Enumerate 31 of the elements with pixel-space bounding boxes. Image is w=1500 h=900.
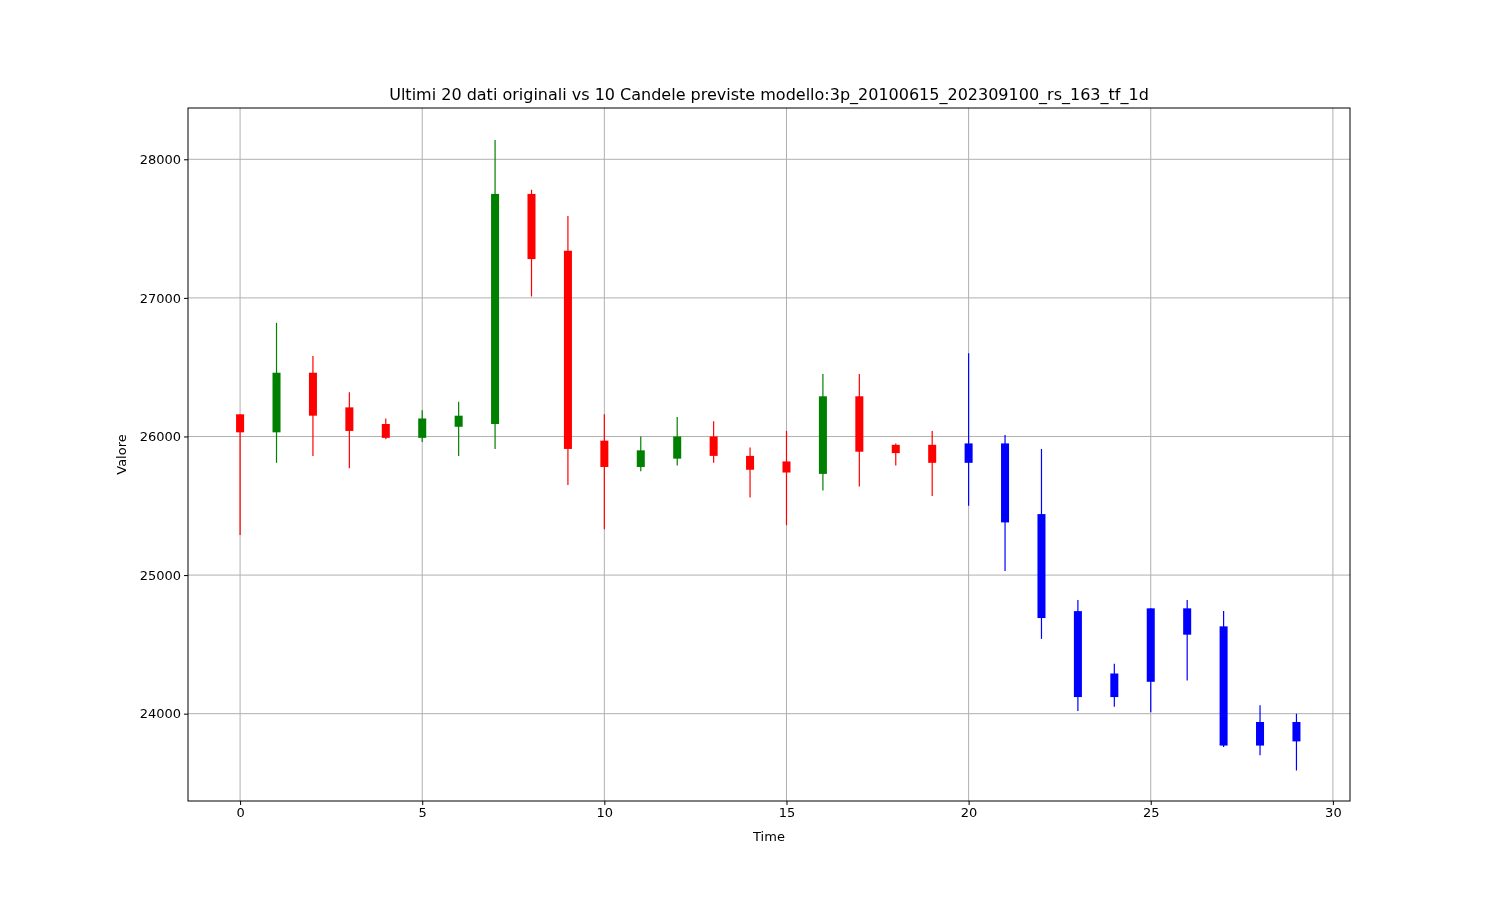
candlestick xyxy=(1256,704,1265,756)
candlestick xyxy=(928,430,937,497)
y-tick-label: 28000 xyxy=(139,151,181,167)
candlestick xyxy=(709,420,718,464)
candlestick xyxy=(782,430,791,526)
candlestick xyxy=(345,391,354,469)
y-tick-label: 24000 xyxy=(139,706,181,722)
candlestick xyxy=(236,413,245,536)
candlestick xyxy=(673,416,682,467)
x-tick-label: 15 xyxy=(778,805,796,821)
y-tick-label: 25000 xyxy=(139,567,181,583)
y-tick-label: 27000 xyxy=(139,290,181,306)
candlestick xyxy=(418,409,427,443)
candlestick xyxy=(1292,713,1301,772)
candlestick xyxy=(454,401,463,457)
x-tick-label: 25 xyxy=(1142,805,1160,821)
x-tick-label: 20 xyxy=(960,805,978,821)
candlestick xyxy=(1110,663,1119,708)
candlestick xyxy=(964,352,973,507)
x-tick-label: 0 xyxy=(236,805,245,821)
x-tick-label: 10 xyxy=(596,805,614,821)
y-axis-title: Valore xyxy=(114,434,129,475)
candlestick xyxy=(636,435,645,472)
x-axis-title: Time xyxy=(752,829,785,844)
x-tick-label: 5 xyxy=(418,805,427,821)
chart-title: Ultimi 20 dati originali vs 10 Candele previste modello:3p_20100615_202309100_rs_163_tf_1d xyxy=(389,85,1149,105)
candlestick xyxy=(891,442,900,467)
y-tick-label: 26000 xyxy=(139,429,181,445)
candlestick xyxy=(746,446,755,499)
x-tick-label: 30 xyxy=(1325,805,1342,821)
candlestick xyxy=(381,417,390,440)
